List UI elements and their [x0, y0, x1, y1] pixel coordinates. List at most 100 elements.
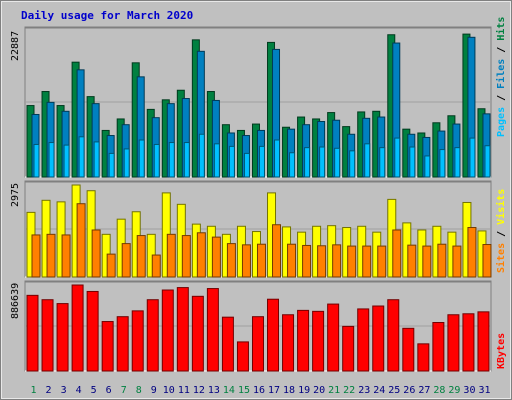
bar-kbytes-day-24: [372, 305, 385, 372]
x-tick-label-day-15: 15: [238, 385, 250, 396]
bar-pages-day-18: [289, 152, 296, 178]
bar-pages-day-23: [364, 143, 371, 178]
ymax-label-kbytes: 886639: [10, 283, 21, 319]
bar-pages-day-19: [304, 147, 311, 178]
x-tick-label-day-22: 22: [343, 385, 355, 396]
bar-kbytes-day-7: [116, 316, 129, 372]
x-tick-label-day-13: 13: [208, 385, 220, 396]
bar-kbytes-day-9: [146, 299, 159, 372]
bar-kbytes-day-18: [282, 314, 295, 372]
bar-pages-day-11: [183, 142, 190, 178]
x-tick-label-day-18: 18: [283, 385, 295, 396]
bar-kbytes-day-6: [101, 321, 114, 372]
bar-pages-day-31: [484, 145, 491, 178]
bar-kbytes-day-21: [327, 303, 340, 372]
bar-pages-day-7: [123, 148, 130, 178]
x-tick-label-day-12: 12: [193, 385, 205, 396]
bar-pages-day-28: [439, 149, 446, 178]
bar-kbytes-day-8: [131, 310, 144, 372]
bar-kbytes-day-14: [221, 316, 234, 372]
x-tick-label-day-23: 23: [358, 385, 370, 396]
x-tick-label-day-14: 14: [223, 385, 235, 396]
bar-pages-day-15: [243, 152, 250, 178]
x-tick-label-day-11: 11: [178, 385, 190, 396]
bar-sites-day-8: [136, 235, 146, 278]
bar-kbytes-day-31: [477, 311, 490, 372]
bar-sites-day-14: [226, 243, 236, 278]
bar-kbytes-day-29: [447, 314, 460, 372]
bar-sites-day-27: [422, 245, 432, 278]
bar-sites-day-1: [31, 234, 41, 278]
x-tick-label-day-9: 9: [151, 385, 157, 396]
bar-sites-day-30: [467, 227, 477, 278]
bar-sites-day-3: [61, 234, 71, 278]
x-tick-label-day-3: 3: [61, 385, 67, 396]
bar-sites-day-25: [392, 229, 402, 278]
bar-sites-day-13: [211, 236, 221, 278]
bar-kbytes-day-10: [161, 289, 174, 372]
bar-pages-day-13: [213, 143, 220, 178]
bar-pages-day-30: [469, 137, 476, 178]
x-tick-label-day-21: 21: [328, 385, 340, 396]
bar-kbytes-day-22: [342, 325, 355, 372]
bar-sites-day-16: [256, 243, 266, 278]
bar-pages-day-29: [454, 147, 461, 178]
bar-pages-day-14: [228, 145, 235, 178]
bar-sites-day-19: [302, 244, 312, 278]
bar-kbytes-day-28: [432, 322, 445, 372]
bar-kbytes-day-1: [26, 294, 39, 372]
bar-kbytes-day-27: [417, 343, 430, 372]
bar-sites-day-23: [362, 245, 372, 278]
bar-sites-day-22: [347, 245, 357, 278]
x-tick-label-day-4: 4: [76, 385, 82, 396]
bar-sites-day-26: [407, 244, 417, 278]
bar-kbytes-day-2: [41, 299, 54, 372]
x-tick-label-day-25: 25: [388, 385, 400, 396]
x-tick-label-day-5: 5: [91, 385, 97, 396]
bar-kbytes-day-15: [236, 341, 249, 372]
bar-pages-day-17: [274, 139, 281, 178]
bar-kbytes-day-4: [71, 284, 84, 372]
bar-kbytes-day-17: [267, 298, 280, 372]
x-tick-label-day-27: 27: [418, 385, 430, 396]
x-tick-label-day-17: 17: [268, 385, 280, 396]
bar-sites-day-4: [76, 203, 86, 278]
bar-pages-day-6: [108, 152, 115, 178]
bar-kbytes-day-30: [462, 313, 475, 372]
x-tick-label-day-26: 26: [403, 385, 415, 396]
x-tick-label-day-24: 24: [373, 385, 385, 396]
bar-sites-day-9: [151, 254, 161, 278]
bar-sites-day-18: [287, 243, 297, 278]
bar-pages-day-5: [93, 141, 100, 178]
bar-kbytes-day-20: [312, 310, 325, 372]
bar-sites-day-24: [377, 245, 387, 278]
bar-pages-day-9: [153, 143, 160, 178]
bar-sites-day-31: [482, 244, 492, 278]
x-tick-label-day-30: 30: [463, 385, 475, 396]
bar-sites-day-17: [272, 224, 282, 278]
bar-pages-day-24: [379, 147, 386, 178]
legend-hits-files-pages: Pages / Files / Hits: [495, 17, 507, 137]
x-tick-label-day-7: 7: [121, 385, 127, 396]
ymax-label-hits: 22887: [10, 31, 21, 61]
bar-sites-day-20: [317, 245, 327, 278]
bar-kbytes-day-25: [387, 299, 400, 372]
bar-sites-day-7: [121, 243, 131, 278]
bar-sites-day-11: [181, 235, 191, 278]
x-tick-label-day-19: 19: [298, 385, 310, 396]
bar-sites-day-28: [437, 243, 447, 278]
x-tick-label-day-10: 10: [163, 385, 175, 396]
legend-kbytes: KBytes: [496, 333, 507, 369]
x-tick-label-day-29: 29: [448, 385, 460, 396]
x-tick-label-day-20: 20: [313, 385, 325, 396]
bar-pages-day-8: [138, 139, 145, 178]
bar-kbytes-day-11: [176, 287, 189, 372]
bar-kbytes-day-23: [357, 308, 370, 372]
x-tick-label-day-8: 8: [136, 385, 142, 396]
bar-sites-day-10: [166, 233, 176, 278]
bar-pages-day-20: [319, 146, 326, 178]
bar-kbytes-day-16: [251, 316, 264, 372]
bar-pages-day-10: [168, 142, 175, 178]
